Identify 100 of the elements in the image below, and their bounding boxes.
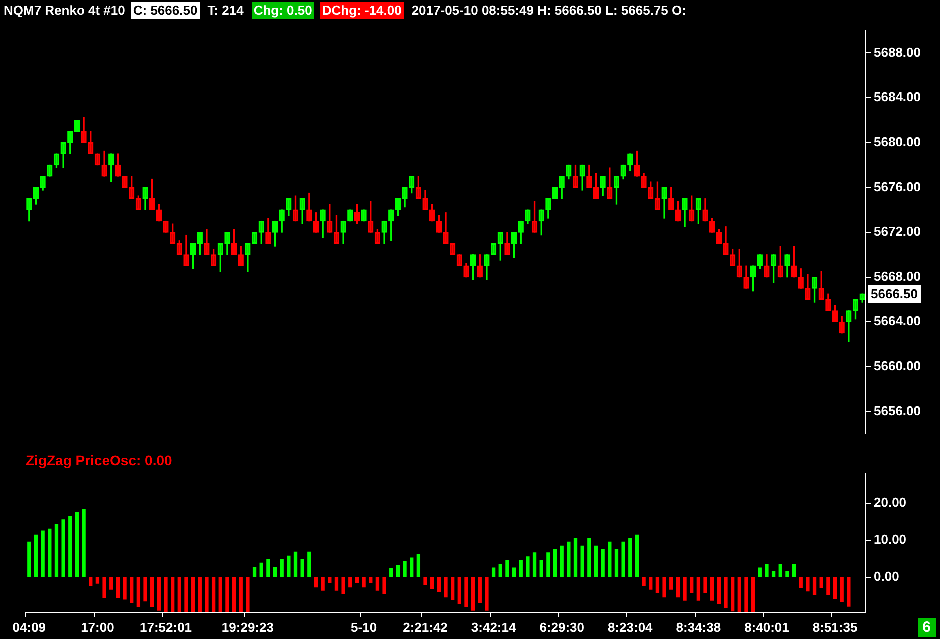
bar: [396, 565, 400, 578]
text: DChg: -14.00: [320, 2, 404, 18]
bar: [54, 524, 59, 578]
bar: [266, 559, 270, 578]
bar: [464, 577, 468, 608]
bar: [300, 559, 304, 578]
bar: [68, 516, 72, 578]
candlestick: [620, 164, 626, 180]
text: 6: [918, 618, 936, 637]
candlestick: [60, 142, 66, 168]
x-tick-label: 8:23:04: [608, 620, 654, 635]
x-tick-label: 8:51:35: [812, 620, 858, 635]
bar: [567, 542, 571, 578]
bar: [758, 568, 762, 578]
bar: [498, 564, 502, 578]
bar: [437, 577, 441, 592]
bar: [246, 577, 250, 612]
bar: [424, 577, 428, 586]
bar: [191, 577, 196, 612]
bar: [601, 549, 605, 578]
bar: [116, 577, 120, 598]
bar: [342, 577, 346, 594]
bar: [48, 528, 52, 578]
bar: [218, 577, 222, 612]
bar: [410, 558, 414, 578]
candlestick: [826, 294, 832, 312]
bar: [642, 577, 646, 586]
candlestick: [641, 173, 647, 188]
candlestick: [525, 210, 531, 224]
y-tick-label: 20.00: [874, 494, 907, 510]
candlestick: [764, 254, 770, 278]
bar: [512, 568, 516, 578]
y-tick-label: 5672.00: [874, 224, 921, 240]
x-tick-label: 8:40:01: [744, 620, 790, 635]
chart-title: NQM7 Renko 4t #10: [4, 2, 126, 18]
bar: [546, 552, 550, 578]
bar: [799, 577, 803, 588]
candlestick: [464, 262, 470, 278]
bar: [724, 577, 728, 608]
y-tick-label: 5656.00: [874, 403, 921, 418]
y-tick-label: 5664.00: [874, 314, 921, 329]
bar: [704, 577, 708, 594]
text: T: 214: [206, 2, 245, 18]
bar: [150, 577, 154, 608]
candlestick: [846, 310, 852, 342]
bar: [622, 542, 626, 578]
y-tick-label: 10.00: [874, 532, 907, 547]
y-tick-label: 5660.00: [874, 358, 921, 374]
bar: [772, 571, 776, 578]
y-tick-label: 5676.00: [874, 179, 921, 194]
x-tick-label: 17:52:01: [140, 620, 192, 635]
bar: [287, 556, 291, 578]
bar: [792, 564, 796, 578]
bar: [635, 534, 640, 578]
y-tick-label: 5680.00: [874, 134, 921, 150]
candlestick: [320, 210, 326, 238]
bar: [532, 552, 537, 578]
bar: [820, 577, 824, 588]
bar: [553, 549, 558, 578]
candlestick: [340, 220, 346, 244]
candlestick: [142, 187, 148, 210]
bar: [260, 562, 264, 578]
bar: [123, 577, 127, 600]
bar: [110, 577, 114, 590]
bar: [833, 577, 838, 600]
bar: [382, 577, 386, 594]
y-tick-label: 5668.00: [874, 268, 921, 284]
candlestick: [702, 198, 708, 222]
bar: [540, 560, 544, 578]
candlestick: [382, 220, 388, 244]
x-tick-label: 17:00: [81, 620, 114, 635]
bar: [670, 577, 674, 590]
bar: [294, 552, 298, 578]
bar: [34, 534, 38, 578]
bar: [580, 546, 584, 578]
bar: [232, 577, 236, 612]
bar: [628, 538, 632, 578]
text: Chg: 0.50: [252, 2, 314, 18]
x-tick-label: 04:09: [12, 620, 46, 635]
bar: [321, 577, 325, 591]
bar: [164, 577, 168, 612]
candlestick: [204, 229, 210, 256]
bar: [751, 577, 756, 612]
bar: [157, 577, 161, 611]
candlestick: [81, 117, 87, 144]
candlestick: [504, 232, 510, 256]
candlestick: [266, 218, 272, 244]
chart-title: ZigZag PriceOsc: 0.00: [26, 452, 172, 468]
bar: [226, 577, 230, 612]
candlestick: [805, 274, 811, 300]
bar: [676, 577, 680, 598]
candlestick: [184, 234, 190, 266]
bar: [744, 577, 748, 612]
bar: [594, 546, 598, 578]
bar: [171, 577, 175, 612]
bar: [273, 566, 278, 578]
bar: [348, 577, 352, 588]
x-tick-label: 6:29:30: [540, 620, 585, 635]
candlestick: [484, 254, 490, 280]
bar: [178, 577, 182, 612]
